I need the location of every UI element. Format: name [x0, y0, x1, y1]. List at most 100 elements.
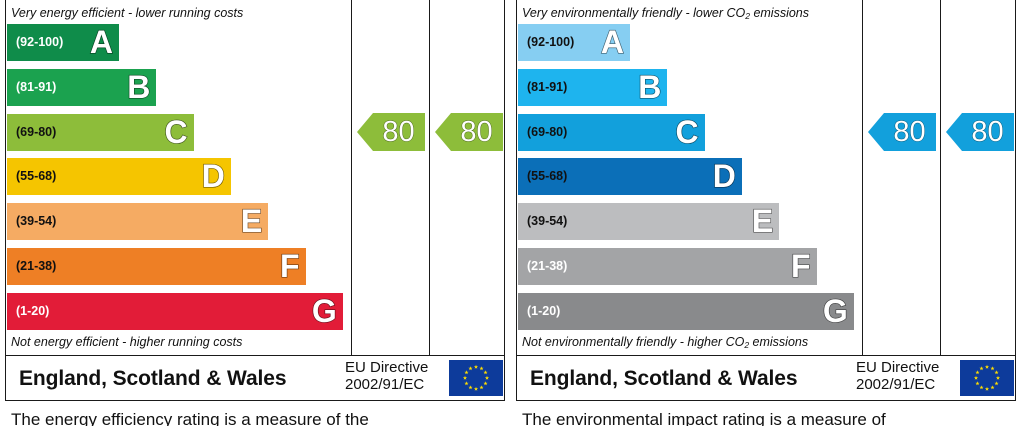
environmental-impact-chart: Very environmentally friendly - lower CO…: [516, 0, 1024, 426]
eu-star: [984, 364, 990, 369]
bottom-note: Not environmentally friendly - higher CO…: [522, 335, 808, 350]
top-note: Very environmentally friendly - lower CO…: [522, 6, 809, 21]
eu-star: [984, 386, 990, 391]
band-range-label: (69-80): [16, 124, 57, 139]
eu-star: [979, 366, 984, 371]
band-letter: C: [164, 113, 188, 150]
bottom-note-text: Not energy efficient - higher running co…: [11, 335, 243, 349]
current-rating-value: 80: [893, 116, 926, 149]
eu-star: [995, 375, 1001, 380]
band-range-label: (92-100): [16, 35, 64, 49]
current-rating-value: 80: [382, 116, 415, 149]
eu-star: [462, 375, 468, 380]
band-letter: B: [127, 68, 151, 105]
band-letter: G: [311, 292, 337, 329]
eu-star: [973, 375, 979, 380]
band-b: (81-91) B: [7, 68, 157, 106]
band-letter: G: [822, 292, 848, 329]
potential-rating-value: 80: [460, 116, 493, 149]
chart-frame: [5, 0, 505, 356]
band-range-label: (39-54): [527, 214, 568, 229]
band-range-label: (55-68): [527, 169, 568, 184]
band-range-label: (39-54): [16, 214, 57, 229]
bottom-note-tail: emissions: [749, 335, 809, 349]
band-letter: F: [790, 247, 811, 284]
top-note-text: Very energy efficient - lower running co…: [11, 6, 244, 20]
eu-directive-label: EU Directive 2002/91/EC: [345, 359, 428, 393]
bottom-note: Not energy efficient - higher running co…: [11, 335, 242, 349]
band-range-label: (81-91): [527, 79, 568, 94]
band-range-label: (92-100): [527, 35, 575, 49]
band-range-label: (1-20): [527, 303, 561, 318]
current-rating-pointer: 80: [868, 113, 936, 152]
eu-star: [468, 385, 473, 390]
eu-star: [479, 366, 484, 371]
directive-line-1: EU Directive: [345, 359, 429, 376]
band-a: (92-100) A: [7, 23, 119, 61]
eu-star: [479, 385, 484, 390]
band-f: (21-38) F: [7, 247, 306, 285]
eu-star: [483, 381, 488, 386]
eu-star: [994, 370, 999, 375]
band-g: (1-20) G: [518, 292, 854, 330]
potential-rating-pointer: 80: [435, 113, 503, 152]
band-e: (39-54) E: [7, 203, 269, 241]
chart-frame: [516, 0, 1016, 356]
current-column-divider: [862, 0, 863, 356]
chart-caption: The environmental impact rating is a mea…: [522, 410, 886, 426]
eu-star: [990, 385, 995, 390]
band-d: (55-68) D: [518, 158, 742, 196]
band-letter: B: [638, 68, 662, 105]
directive-line-2: 2002/91/EC: [345, 376, 425, 393]
eu-star: [994, 381, 999, 386]
region-label: England, Scotland & Wales: [530, 367, 798, 390]
eu-star: [464, 370, 469, 375]
current-rating-pointer: 80: [357, 113, 425, 152]
band-range-label: (21-38): [16, 259, 57, 273]
top-note-tail: emissions: [749, 6, 810, 20]
band-letter: F: [279, 247, 300, 284]
band-letter: D: [201, 158, 225, 195]
band-letter: E: [240, 203, 263, 240]
top-note: Very energy efficient - lower running co…: [11, 6, 243, 20]
bottom-note-subscript: 2: [744, 340, 750, 350]
potential-column-divider: [940, 0, 941, 356]
eu-star: [483, 370, 488, 375]
eu-star: [979, 385, 984, 390]
band-range-label: (55-68): [16, 169, 57, 184]
band-letter: E: [751, 203, 774, 240]
band-c: (69-80) C: [518, 113, 705, 151]
band-e: (39-54) E: [518, 203, 780, 241]
eu-star: [468, 366, 473, 371]
band-f: (21-38) F: [518, 247, 817, 285]
directive-line-2: 2002/91/EC: [856, 376, 936, 393]
band-letter: C: [675, 113, 699, 150]
bottom-note-text: Not environmentally friendly - higher CO: [522, 335, 745, 349]
chart-caption: The energy efficiency rating is a measur…: [11, 410, 369, 426]
band-b: (81-91) B: [518, 68, 668, 106]
band-range-label: (1-20): [16, 303, 50, 318]
band-g: (1-20) G: [7, 292, 343, 330]
eu-star: [975, 370, 980, 375]
eu-star: [464, 381, 469, 386]
directive-line-1: EU Directive: [856, 359, 940, 376]
current-column-divider: [351, 0, 352, 356]
eu-star: [473, 386, 479, 391]
eu-directive-label: EU Directive 2002/91/EC: [856, 359, 939, 393]
potential-column-divider: [429, 0, 430, 356]
band-letter: A: [600, 23, 624, 60]
top-note-subscript: 2: [745, 11, 750, 21]
chart-footer: England, Scotland & Wales EU Directive 2…: [5, 356, 505, 401]
potential-rating-value: 80: [971, 116, 1004, 149]
chart-footer: England, Scotland & Wales EU Directive 2…: [516, 356, 1016, 401]
eu-star: [473, 364, 479, 369]
band-range-label: (21-38): [527, 259, 568, 273]
band-a: (92-100) A: [518, 23, 630, 61]
energy-efficiency-chart: Very energy efficient - lower running co…: [5, 0, 515, 426]
band-letter: D: [712, 158, 736, 195]
eu-flag-icon: [449, 360, 503, 396]
potential-rating-pointer: 80: [946, 113, 1014, 152]
band-range-label: (81-91): [16, 79, 57, 94]
eu-star: [484, 375, 490, 380]
eu-star: [975, 381, 980, 386]
